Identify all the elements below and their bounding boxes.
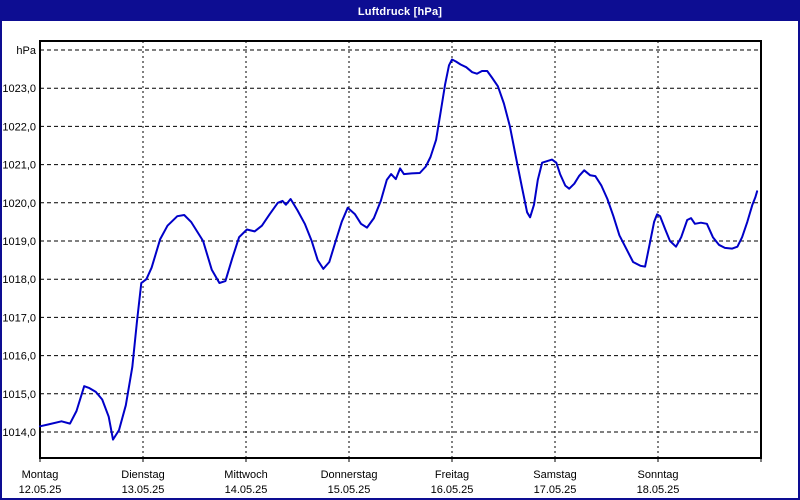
pressure-line	[39, 58, 759, 441]
day-date-label: 12.05.25	[19, 484, 62, 496]
day-name-label: Donnerstag	[321, 469, 378, 481]
y-tick-label: 1017,0	[2, 312, 36, 324]
y-tick-label: 1018,0	[2, 274, 36, 286]
y-tick-label: 1015,0	[2, 389, 36, 401]
day-date-label: 15.05.25	[328, 484, 371, 496]
y-axis-unit-label: hPa	[16, 45, 36, 57]
day-name-label: Montag	[22, 469, 59, 481]
day-name-label: Dienstag	[121, 469, 164, 481]
day-name-label: Freitag	[435, 469, 469, 481]
day-date-label: 18.05.25	[637, 484, 680, 496]
y-tick-label: 1023,0	[2, 83, 36, 95]
plot-frame	[39, 40, 762, 459]
y-tick-label: 1014,0	[2, 427, 36, 439]
title-bar: Luftdruck [hPa]	[2, 2, 798, 21]
y-tick-label: 1022,0	[2, 121, 36, 133]
day-name-label: Mittwoch	[224, 469, 267, 481]
day-name-label: Sonntag	[638, 469, 679, 481]
day-name-label: Samstag	[533, 469, 576, 481]
chart-area: 1014,0 1015,0 1016,0 1017,0 1018,0 1019,0 1020…	[2, 21, 798, 498]
day-date-label: 16.05.25	[431, 484, 474, 496]
pressure-chart: 1014,0 1015,0 1016,0 1017,0 1018,0 1019,0 1020…	[2, 40, 762, 496]
chart-title: Luftdruck [hPa]	[357, 5, 443, 18]
day-date-label: 14.05.25	[225, 484, 268, 496]
y-tick-label: 1016,0	[2, 351, 36, 363]
y-tick-label: 1020,0	[2, 198, 36, 210]
day-date-label: 17.05.25	[534, 484, 577, 496]
day-date-label: 13.05.25	[122, 484, 165, 496]
y-tick-label: 1021,0	[2, 160, 36, 172]
y-tick-label: 1019,0	[2, 236, 36, 248]
